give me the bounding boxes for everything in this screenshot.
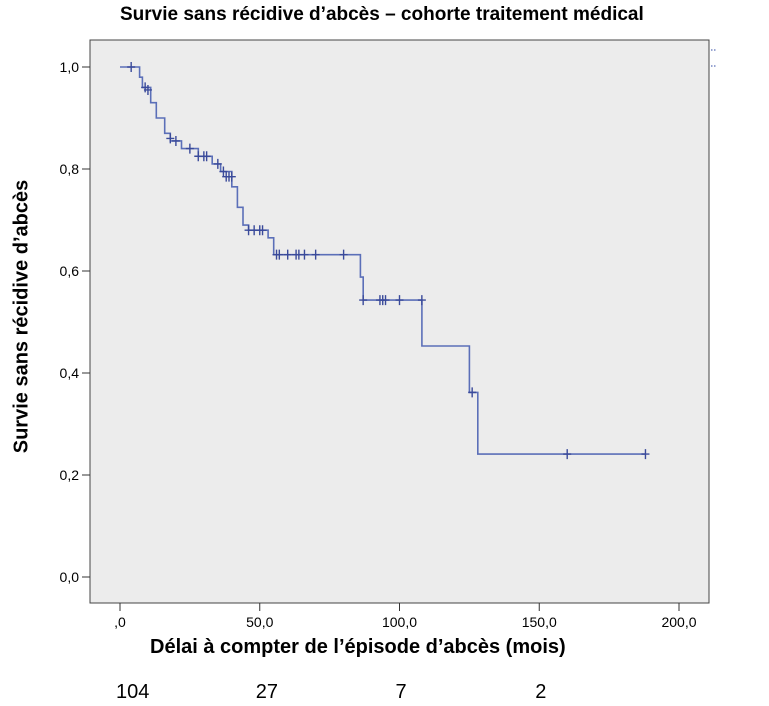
x-axis-label: Délai à compter de l’épisode d’abcès (mo… [150, 636, 566, 658]
chart-title: Survie sans récidive d’abcès – cohorte t… [120, 4, 644, 25]
censor-mark [185, 143, 194, 154]
censor-mark [275, 249, 284, 260]
plot-area [89, 39, 710, 604]
x-tick-label: 100,0 [382, 614, 417, 630]
censor-mark [641, 449, 650, 460]
censor-mark [219, 166, 228, 177]
censor-mark [127, 62, 136, 72]
y-tick-label: 1,0 [60, 59, 80, 75]
x-tick-label: 200,0 [661, 614, 696, 630]
y-tick-label: 0,2 [60, 467, 80, 483]
x-tick-label: ,0 [114, 614, 126, 630]
y-axis-label: Survie sans récidive d’abcès [10, 179, 33, 454]
x-tick-label: 150,0 [522, 614, 557, 630]
censor-mark [563, 449, 572, 460]
y-tick-label: 0,8 [60, 161, 80, 177]
censor-mark [359, 295, 368, 306]
series [120, 62, 650, 460]
x-tick-label: 50,0 [246, 614, 273, 630]
censor-mark [143, 84, 152, 95]
risk-count: 7 [395, 681, 407, 703]
censor-mark [283, 249, 292, 260]
censor-mark [300, 249, 309, 260]
censor-mark [166, 133, 175, 144]
censor-mark [339, 249, 348, 260]
axes: 0,0 0,2 0,4 0,6 0,8 1,0 ,0 50,0 100,0 150,0 200,0 [60, 59, 697, 630]
censor-mark [213, 158, 222, 169]
censor-mark [381, 295, 390, 306]
censor-mark [171, 135, 180, 146]
risk-count: 27 [255, 681, 278, 703]
censor-mark [202, 151, 211, 162]
censor-mark [258, 225, 267, 236]
y-tick-label: 0,6 [60, 263, 80, 279]
risk-count: 104 [116, 681, 150, 703]
legend-marks [711, 49, 716, 67]
censor-mark [227, 171, 236, 182]
censor-mark [417, 295, 426, 306]
censor-mark [395, 295, 404, 306]
y-tick-label: 0,0 [60, 569, 80, 585]
risk-count: 2 [535, 681, 547, 703]
censor-mark [311, 249, 320, 260]
censor-mark [468, 387, 477, 398]
y-tick-label: 0,4 [60, 365, 80, 381]
